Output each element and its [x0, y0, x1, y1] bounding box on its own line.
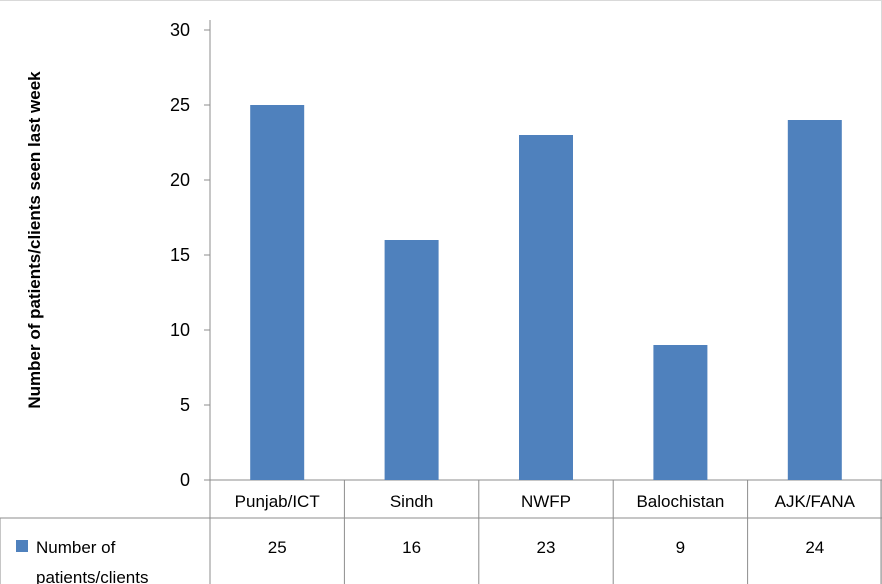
legend-swatch — [16, 540, 28, 552]
data-table-value: 24 — [805, 538, 824, 557]
category-label: Balochistan — [636, 492, 724, 511]
category-label: Sindh — [390, 492, 433, 511]
data-table-value: 25 — [268, 538, 287, 557]
data-table-value: 9 — [676, 538, 685, 557]
y-tick-label: 0 — [180, 470, 190, 490]
legend-label-line2: patients/clients — [36, 568, 148, 584]
y-tick-label: 15 — [170, 245, 190, 265]
y-axis-label: Number of patients/clients seen last wee… — [25, 71, 44, 409]
data-table-value: 16 — [402, 538, 421, 557]
bar-punjab-ict — [250, 105, 305, 480]
y-tick-label: 20 — [170, 170, 190, 190]
y-tick-label: 5 — [180, 395, 190, 415]
y-tick-label: 30 — [170, 20, 190, 40]
y-ticks: 0 5 10 15 20 25 30 — [170, 20, 210, 490]
data-table: Punjab/ICT Sindh NWFP Balochistan AJK/FANA 25… — [0, 480, 882, 584]
category-label: AJK/FANA — [775, 492, 856, 511]
bar-nwfp — [519, 135, 573, 480]
bars — [250, 105, 842, 480]
bar-ajk-fana — [787, 120, 842, 480]
category-label: NWFP — [521, 492, 571, 511]
data-table-value: 23 — [537, 538, 556, 557]
bar-sindh — [384, 240, 439, 480]
y-tick-label: 25 — [170, 95, 190, 115]
bar-balochistan — [653, 345, 708, 480]
category-label: Punjab/ICT — [235, 492, 320, 511]
y-tick-label: 10 — [170, 320, 190, 340]
legend-label-line1: Number of — [36, 538, 116, 557]
